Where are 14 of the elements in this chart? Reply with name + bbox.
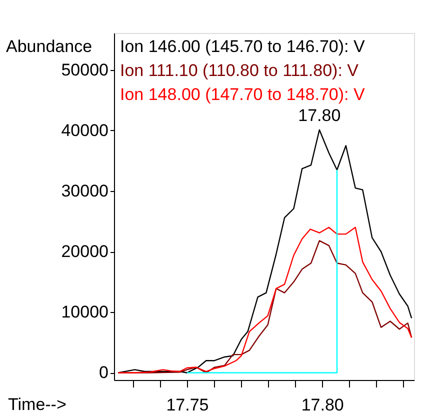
annotation: 17.80	[298, 106, 341, 125]
y-tick-label: 30000	[61, 182, 108, 201]
y-tick-label: 40000	[61, 121, 108, 140]
y-axis-title: Abundance	[6, 37, 92, 56]
y-tick-label: 10000	[61, 302, 108, 322]
text: Ion 146.00 (145.70 to 146.70): V	[120, 37, 366, 56]
y-tick-label: 0	[99, 363, 108, 382]
text: Ion 148.00 (147.70 to 148.70): V	[120, 85, 366, 104]
line-series	[117, 129, 412, 374]
text: Ion 111.10 (110.80 to 111.80): V	[120, 61, 360, 80]
y-tick-label: 50000	[61, 60, 108, 80]
x-axis-title: Time-->	[8, 395, 66, 414]
y-tick-label: 20000	[61, 242, 108, 262]
x-tick-label: 17.75	[166, 396, 209, 414]
